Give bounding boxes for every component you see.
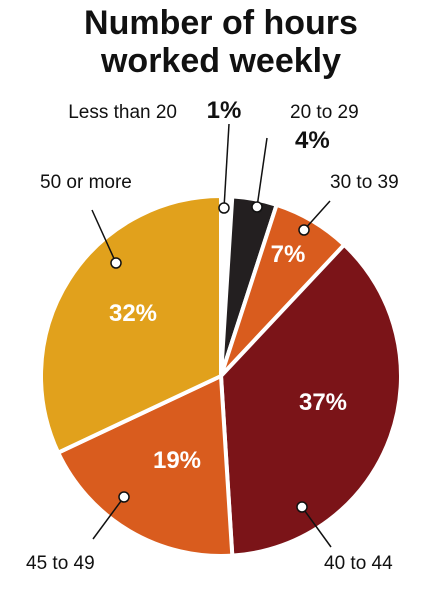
category-label-45-to-49: 45 to 49 xyxy=(26,553,95,574)
title-container: Number of hours worked weekly xyxy=(0,4,442,87)
pie-slice-40-to-44 xyxy=(219,242,403,558)
category-label-40-to-44: 40 to 44 xyxy=(324,553,393,574)
leader-dot-45-to-49 xyxy=(118,491,130,503)
annotations: Less than 20 1% 20 to 29 4%30 to 39 7% 40 to … xyxy=(26,97,399,574)
leader-dot-less-than-20 xyxy=(218,202,230,214)
value-label-40-to-44: 37% xyxy=(299,389,347,416)
pie-slice-45-to-49 xyxy=(56,374,235,558)
value-label-30-to-39: 7% xyxy=(271,241,306,268)
leader-line-50-or-more xyxy=(91,209,117,264)
leader-dot-20-to-29 xyxy=(251,201,263,213)
value-label-50-or-more: 32% xyxy=(109,300,157,327)
leader-line-20-to-29 xyxy=(256,137,268,208)
pie-slice-50-or-more xyxy=(39,194,223,455)
category-label-50-or-more: 50 or more xyxy=(40,172,132,193)
value-label-45-to-49: 19% xyxy=(153,447,201,474)
leader-line-less-than-20 xyxy=(223,123,230,209)
category-label-20-to-29: 20 to 29 xyxy=(290,102,359,123)
category-label-less-than-20: Less than 20 xyxy=(68,102,177,123)
leader-dot-30-to-39 xyxy=(298,224,310,236)
leader-line-30-to-39 xyxy=(303,200,331,231)
leader-line-40-to-44 xyxy=(301,506,332,548)
value-label-less-than-20: 1% xyxy=(207,97,242,124)
leader-dot-40-to-44 xyxy=(296,501,308,513)
leader-dot-50-or-more xyxy=(110,257,122,269)
category-label-30-to-39: 30 to 39 xyxy=(330,172,399,193)
leader-line-45-to-49 xyxy=(92,496,125,540)
chart-title: Number of hours worked weekly xyxy=(84,4,358,80)
pie-slices xyxy=(39,194,403,558)
value-label-20-to-29: 4% xyxy=(295,127,330,154)
